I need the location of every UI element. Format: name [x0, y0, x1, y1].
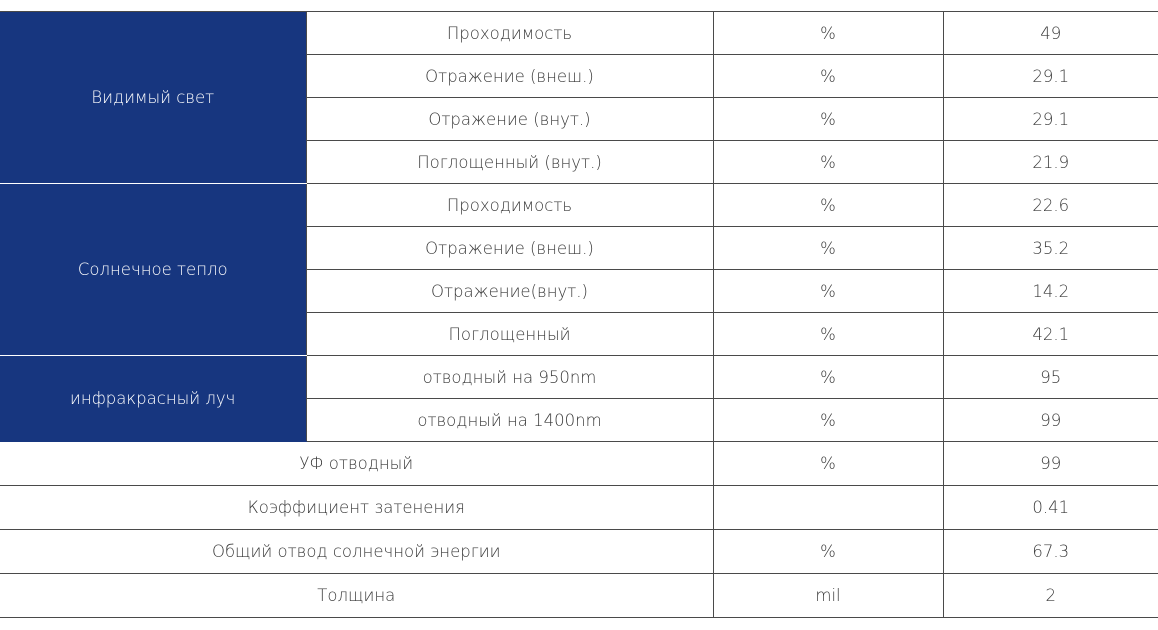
value-cell: 21.9 [942, 140, 1158, 184]
param-cell: Отражение (внут.) [305, 97, 713, 141]
unit-cell: % [712, 269, 943, 313]
value-cell: 29.1 [942, 97, 1158, 141]
unit-cell: % [712, 529, 943, 574]
table-row: Солнечное тепло Проходимость % 22.6 [0, 183, 1158, 356]
table-row: Поглощенный % 42.1 [0, 312, 1158, 356]
table-row: Толщина mil 2 [0, 573, 1158, 618]
group-label-solar-heat: Солнечное тепло [0, 183, 306, 356]
value-cell: 2 [942, 573, 1158, 618]
table-row: Отражение (внеш.) % 29.1 [0, 54, 1158, 98]
value-cell: 42.1 [942, 312, 1158, 356]
param-cell: Проходимость [305, 183, 713, 227]
table-row: Коэффициент затенения 0.41 [0, 485, 1158, 530]
table-row: Отражение (внеш.) % 35.2 [0, 226, 1158, 270]
value-cell: 22.6 [942, 183, 1158, 227]
unit-cell: % [712, 355, 943, 399]
param-cell: Общий отвод солнечной энергии [0, 529, 713, 574]
param-cell: Коэффициент затенения [0, 485, 713, 530]
value-cell: 67.3 [942, 529, 1158, 574]
param-cell: УФ отводный [0, 441, 713, 486]
unit-cell: % [712, 398, 943, 442]
param-cell: отводный на 950nm [305, 355, 713, 399]
table-row: Видимый свет Проходимость % 49 [0, 11, 1158, 184]
table-row: инфракрасный луч отводный на 950nm % 95 [0, 355, 1158, 442]
unit-cell: % [712, 97, 943, 141]
unit-cell: % [712, 441, 943, 486]
unit-cell: mil [712, 573, 943, 618]
unit-cell: % [712, 11, 943, 55]
unit-cell: % [712, 54, 943, 98]
table-row: УФ отводный % 99 [0, 441, 1158, 486]
param-cell: Поглощенный (внут.) [305, 140, 713, 184]
unit-cell: % [712, 226, 943, 270]
param-cell: Отражение (внеш.) [305, 226, 713, 270]
table-row: отводный на 1400nm % 99 [0, 398, 1158, 442]
table-row: Отражение(внут.) % 14.2 [0, 269, 1158, 313]
table-row: Отражение (внут.) % 29.1 [0, 97, 1158, 141]
param-cell: отводный на 1400nm [305, 398, 713, 442]
value-cell: 95 [942, 355, 1158, 399]
value-cell: 29.1 [942, 54, 1158, 98]
param-cell: Отражение(внут.) [305, 269, 713, 313]
value-cell: 99 [942, 398, 1158, 442]
table-row: Общий отвод солнечной энергии % 67.3 [0, 529, 1158, 574]
param-cell: Поглощенный [305, 312, 713, 356]
unit-cell [712, 485, 943, 530]
value-cell: 35.2 [942, 226, 1158, 270]
specification-table: Видимый свет Проходимость % 49 Отражение… [0, 11, 1158, 618]
value-cell: 99 [942, 441, 1158, 486]
param-cell: Отражение (внеш.) [305, 54, 713, 98]
param-cell: Проходимость [305, 11, 713, 55]
group-label-infrared: инфракрасный луч [0, 355, 306, 442]
unit-cell: % [712, 183, 943, 227]
value-cell: 14.2 [942, 269, 1158, 313]
value-cell: 49 [942, 11, 1158, 55]
value-cell: 0.41 [942, 485, 1158, 530]
table-row: Поглощенный (внут.) % 21.9 [0, 140, 1158, 184]
group-label-visible-light: Видимый свет [0, 11, 306, 184]
unit-cell: % [712, 312, 943, 356]
unit-cell: % [712, 140, 943, 184]
param-cell: Толщина [0, 573, 713, 618]
